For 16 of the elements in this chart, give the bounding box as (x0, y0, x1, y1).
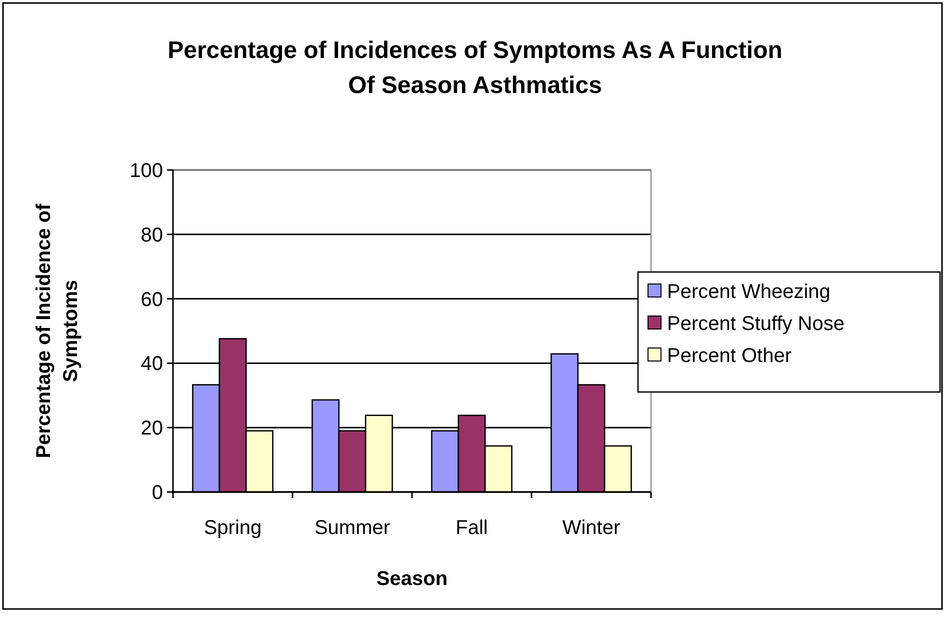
x-tick-label: Spring (204, 517, 262, 539)
x-tick-label: Winter (562, 517, 620, 539)
y-tick-label: 100 (130, 160, 163, 182)
x-axis-title: Season (376, 568, 448, 590)
y-tick-label: 40 (140, 353, 163, 376)
chart-title: Percentage of Incidences of Symptoms As A Function Of Season Asthmatics (168, 37, 782, 99)
y-tick-label: 0 (152, 482, 163, 504)
y-axis-title: Percentage of Incidence of Symptoms (33, 203, 82, 458)
legend-label: Percent Stuffy Nose (667, 313, 844, 335)
y-tick-label: 20 (140, 418, 163, 440)
x-tick-label: Summer (314, 517, 390, 539)
y-tick-label: 80 (140, 224, 163, 246)
legend-label: Percent Other (667, 345, 792, 367)
x-tick-label: Fall (456, 517, 488, 539)
y-tick-label: 60 (140, 288, 163, 311)
legend-label: Percent Wheezing (667, 281, 830, 303)
